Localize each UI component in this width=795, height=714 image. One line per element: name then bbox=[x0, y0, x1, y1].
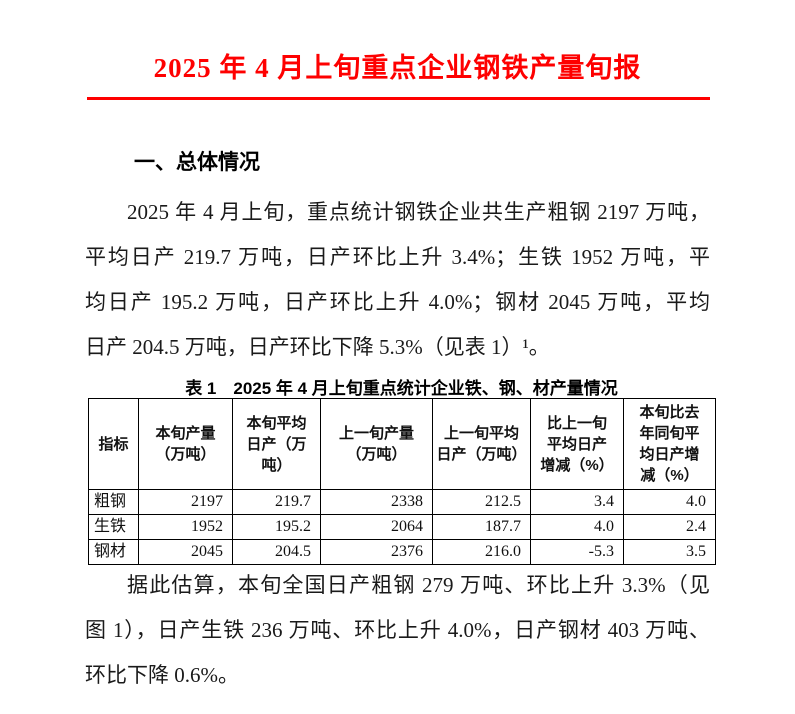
cell-value: 1952 bbox=[138, 514, 233, 540]
table-caption: 表 1 2025 年 4 月上旬重点统计企业铁、钢、材产量情况 bbox=[185, 379, 618, 398]
production-table: 指标 本旬产量 （万吨） 本旬平均 日产（万 吨） 上一旬产量 （万吨） 上一旬… bbox=[88, 398, 716, 565]
table-header-cell: 指标 bbox=[88, 398, 139, 490]
cell-value: 212.5 bbox=[432, 489, 531, 515]
cell-value: 3.5 bbox=[623, 539, 716, 565]
page-title: 2025 年 4 月上旬重点企业钢铁产量旬报 bbox=[153, 53, 642, 83]
cell-value: 195.2 bbox=[232, 514, 321, 540]
table-header-cell: 本旬产量 （万吨） bbox=[138, 398, 233, 490]
table-header-cell: 本旬平均 日产（万 吨） bbox=[232, 398, 321, 490]
title-divider-rule bbox=[87, 97, 710, 100]
cell-value: 2045 bbox=[138, 539, 233, 565]
table-row: 粗钢 2197 219.7 2338 212.5 3.4 4.0 bbox=[88, 489, 716, 515]
table-row: 钢材 2045 204.5 2376 216.0 -5.3 3.5 bbox=[88, 539, 716, 565]
table-header-cell: 上一旬平均 日产（万吨） bbox=[432, 398, 531, 490]
paragraph-line: 日产 204.5 万吨，日产环比下降 5.3%（见表 1）¹。 bbox=[85, 335, 550, 359]
paragraph-line: 均日产 195.2 万吨，日产环比上升 4.0%；钢材 2045 万吨，平均 bbox=[85, 290, 710, 314]
cell-value: -5.3 bbox=[530, 539, 624, 565]
cell-value: 2197 bbox=[138, 489, 233, 515]
section-heading: 一、总体情况 bbox=[134, 151, 260, 174]
row-label: 生铁 bbox=[88, 514, 139, 540]
cell-value: 4.0 bbox=[623, 489, 716, 515]
row-label: 钢材 bbox=[88, 539, 139, 565]
table-header-cell: 本旬比去 年同旬平 均日产增 减（%） bbox=[623, 398, 716, 490]
paragraph-line: 平均日产 219.7 万吨，日产环比上升 3.4%；生铁 1952 万吨，平 bbox=[85, 245, 710, 269]
paragraph-line: 2025 年 4 月上旬，重点统计钢铁企业共生产粗钢 2197 万吨， bbox=[127, 200, 710, 224]
cell-value: 216.0 bbox=[432, 539, 531, 565]
row-label: 粗钢 bbox=[88, 489, 139, 515]
table-header-cell: 上一旬产量 （万吨） bbox=[320, 398, 433, 490]
cell-value: 2064 bbox=[320, 514, 433, 540]
table-header-row: 指标 本旬产量 （万吨） 本旬平均 日产（万 吨） 上一旬产量 （万吨） 上一旬… bbox=[88, 398, 716, 490]
table-row: 生铁 1952 195.2 2064 187.7 4.0 2.4 bbox=[88, 514, 716, 540]
paragraph-line: 环比下降 0.6%。 bbox=[85, 663, 239, 687]
table-header-cell: 比上一旬 平均日产 增减（%） bbox=[530, 398, 624, 490]
paragraph-line: 图 1），日产生铁 236 万吨、环比上升 4.0%，日产钢材 403 万吨、 bbox=[85, 618, 710, 642]
paragraph-line: 据此估算，本旬全国日产粗钢 279 万吨、环比上升 3.3%（见 bbox=[127, 573, 710, 597]
cell-value: 187.7 bbox=[432, 514, 531, 540]
cell-value: 3.4 bbox=[530, 489, 624, 515]
cell-value: 2338 bbox=[320, 489, 433, 515]
cell-value: 4.0 bbox=[530, 514, 624, 540]
cell-value: 2376 bbox=[320, 539, 433, 565]
cell-value: 2.4 bbox=[623, 514, 716, 540]
cell-value: 204.5 bbox=[232, 539, 321, 565]
cell-value: 219.7 bbox=[232, 489, 321, 515]
